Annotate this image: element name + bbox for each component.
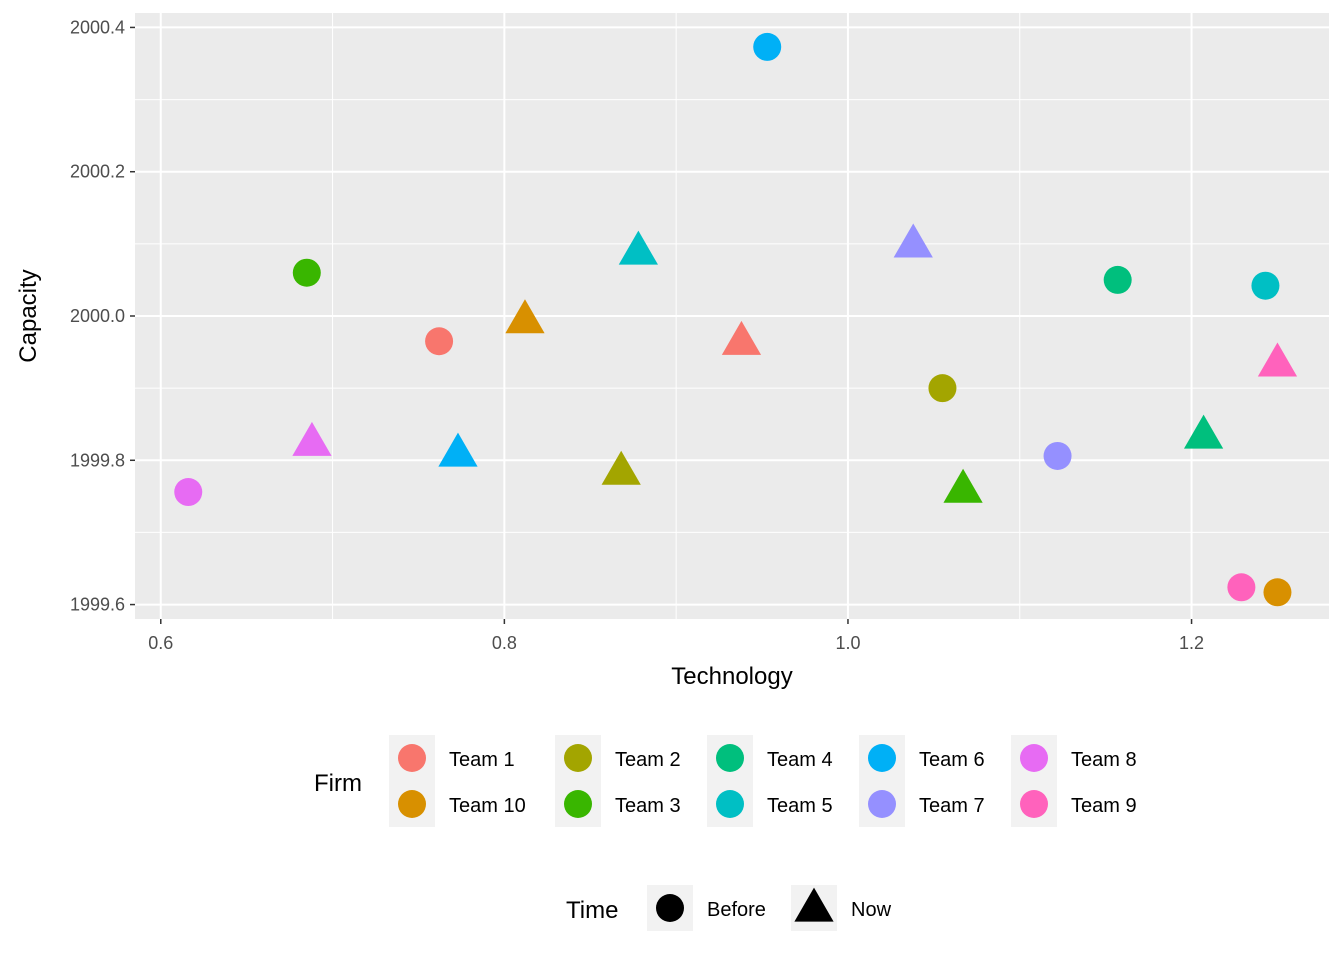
- x-axis-title: Technology: [671, 663, 792, 690]
- legend-key-circle: [398, 790, 426, 818]
- legend-label: Team 8: [1071, 749, 1137, 771]
- x-tick-label: 0.6: [148, 633, 173, 653]
- y-tick-label: 1999.8: [70, 450, 125, 470]
- data-point-before: [928, 374, 957, 403]
- legend-label: Team 9: [1071, 795, 1137, 817]
- y-tick-labels: 1999.6 1999.8 2000.0 2000.2 2000.4: [70, 17, 125, 614]
- legend-key-circle: [398, 744, 426, 772]
- data-point-now: [893, 223, 933, 258]
- legend-label: Team 1: [449, 749, 515, 771]
- firm-legend: Firm Team 1 Team 10 Team 2 Team 3 Team 4 Team…: [314, 735, 1137, 827]
- legend-key-circle: [656, 894, 684, 922]
- legend-key-circle: [564, 790, 592, 818]
- data-point-now: [618, 230, 658, 265]
- firm-legend-title: Firm: [314, 770, 362, 797]
- major-gridlines: [135, 13, 1329, 619]
- x-tick-labels: 0.6 0.8 1.0 1.2: [148, 633, 1204, 653]
- data-point-before: [174, 478, 203, 507]
- legend-key-circle: [868, 744, 896, 772]
- y-tick-label: 2000.4: [70, 17, 125, 37]
- data-point-now: [1257, 342, 1298, 377]
- y-tick-label: 2000.2: [70, 162, 125, 182]
- x-tick-label: 1.0: [835, 633, 860, 653]
- legend-key-circle: [716, 790, 744, 818]
- legend-key-circle: [564, 744, 592, 772]
- data-point-now: [505, 299, 545, 334]
- data-point-now: [292, 421, 332, 456]
- data-point-before: [753, 32, 782, 61]
- y-tick-label: 1999.6: [70, 595, 125, 615]
- legend-label: Team 5: [767, 795, 833, 817]
- data-point-now: [1183, 414, 1224, 449]
- data-points: [174, 32, 1298, 607]
- legend-label: Team 3: [615, 795, 681, 817]
- data-point-now: [721, 320, 762, 355]
- data-point-now: [943, 468, 983, 503]
- time-legend-title: Time: [566, 897, 618, 924]
- legend-label: Team 10: [449, 795, 526, 817]
- data-point-now: [438, 432, 478, 467]
- data-point-now: [601, 450, 641, 485]
- data-point-before: [425, 327, 454, 356]
- y-tick-label: 2000.0: [70, 306, 125, 326]
- data-point-before: [1227, 573, 1256, 602]
- legend-label: Team 6: [919, 749, 985, 771]
- time-legend: Time Before Now: [566, 885, 892, 931]
- legend-label: Team 4: [767, 749, 833, 771]
- legend-key-circle: [1020, 790, 1048, 818]
- legend-key-circle: [868, 790, 896, 818]
- legend-label: Before: [707, 899, 766, 921]
- axis-ticks: [130, 26, 1193, 624]
- data-point-before: [1103, 265, 1132, 294]
- legend-label: Team 2: [615, 749, 681, 771]
- y-axis-title: Capacity: [15, 269, 42, 362]
- legend-key-triangle: [794, 887, 834, 922]
- data-point-before: [1251, 271, 1280, 300]
- x-tick-label: 0.8: [492, 633, 517, 653]
- data-point-before: [292, 258, 321, 287]
- data-point-before: [1043, 441, 1072, 470]
- legend-key-circle: [716, 744, 744, 772]
- legend-label: Now: [851, 899, 892, 921]
- legend-key-circle: [1020, 744, 1048, 772]
- x-tick-label: 1.2: [1179, 633, 1204, 653]
- data-point-before: [1263, 578, 1292, 607]
- legend-label: Team 7: [919, 795, 985, 817]
